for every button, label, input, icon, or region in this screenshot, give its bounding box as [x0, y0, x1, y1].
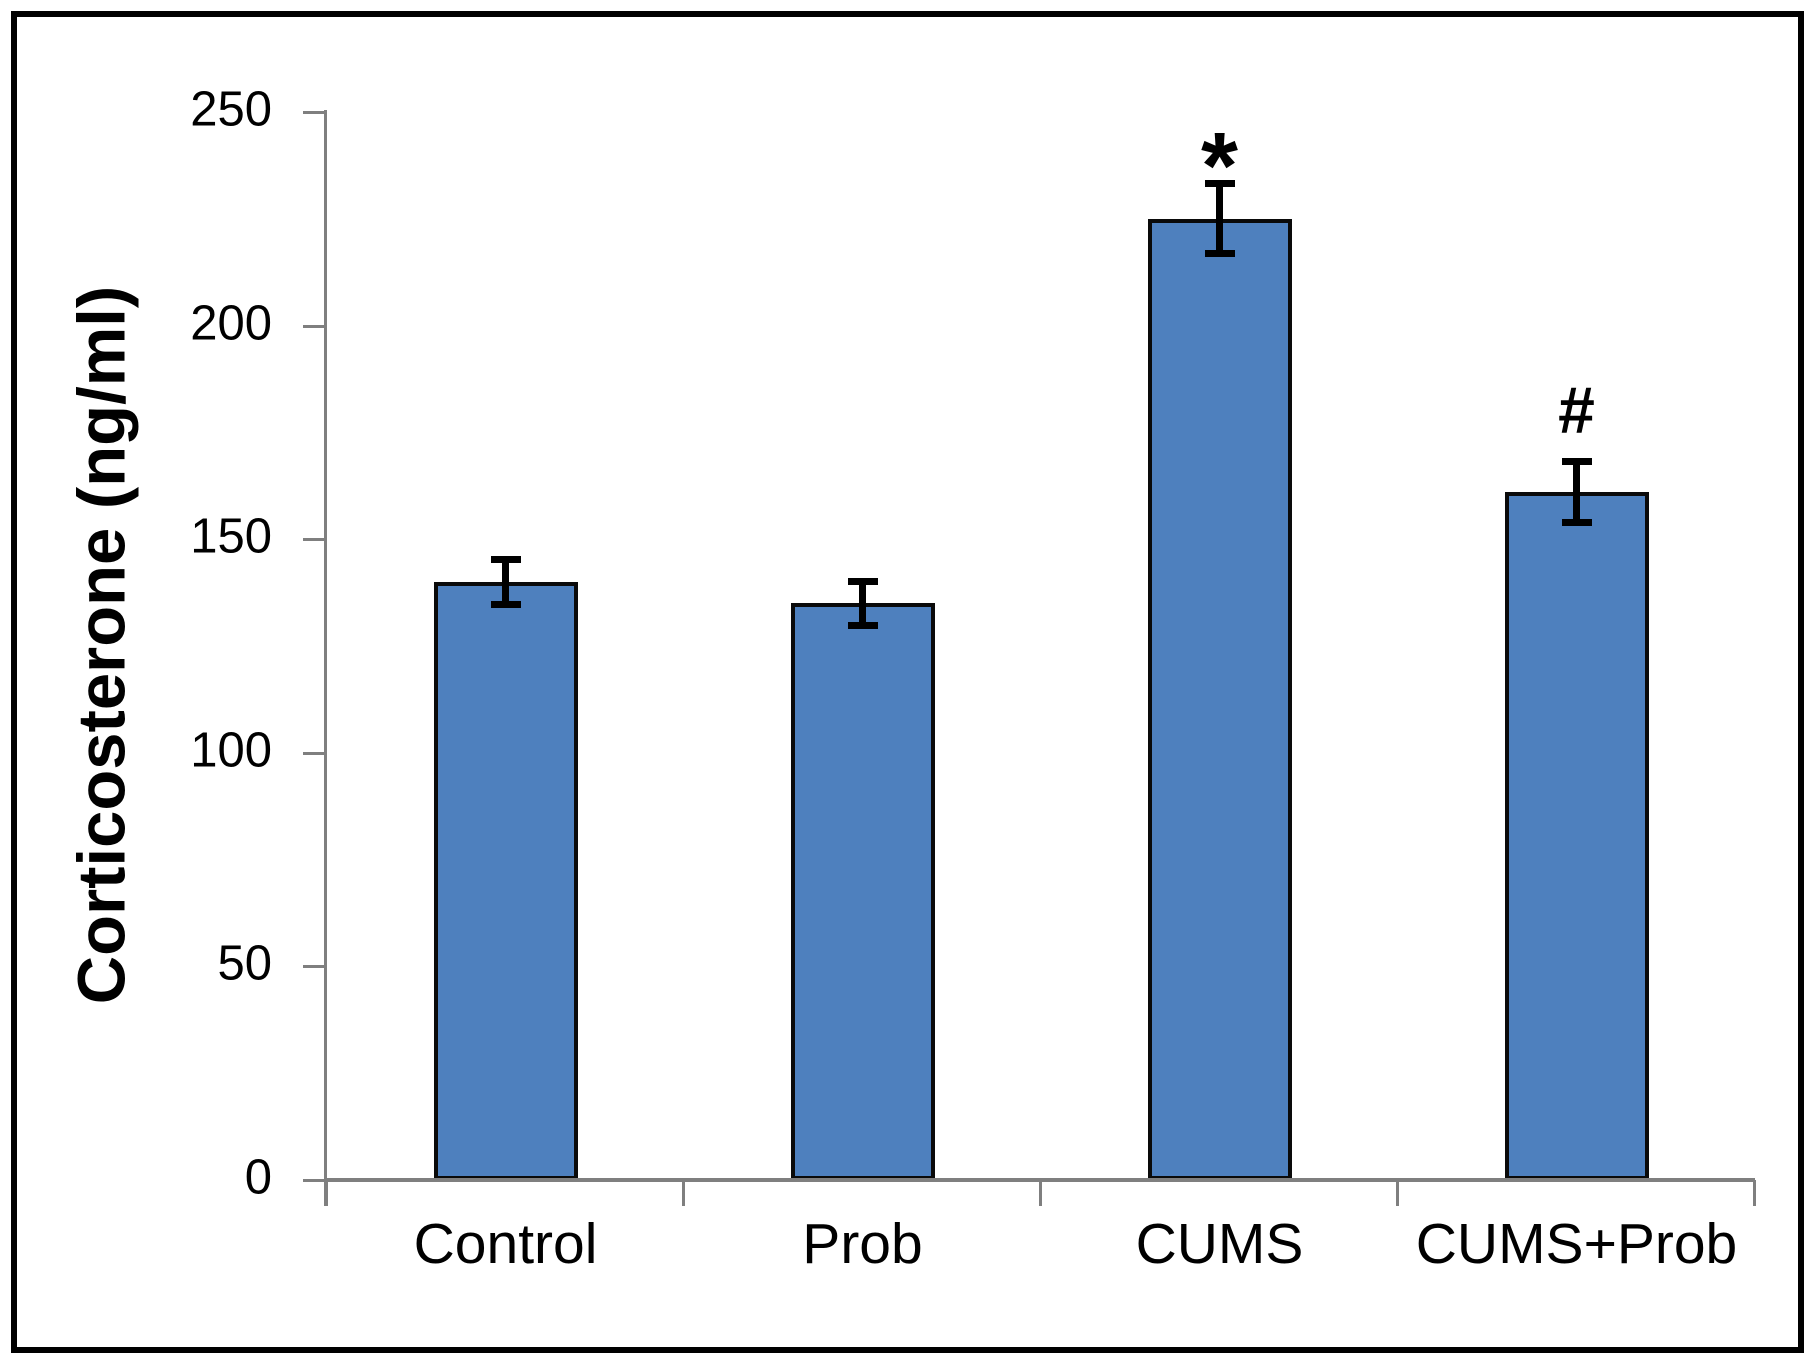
error-cap-top-cums [1204, 180, 1235, 188]
y-tick-label: 150 [190, 509, 272, 564]
error-cap-top-prob [847, 577, 878, 585]
y-tick-mark [303, 751, 324, 755]
error-cap-bottom-prob [847, 621, 878, 629]
x-tick-mark [1753, 1180, 1756, 1206]
y-tick-mark [303, 1179, 324, 1182]
x-category-label-cums: CUMS [1135, 1212, 1304, 1276]
x-tick-mark [1039, 1180, 1042, 1206]
y-tick-mark [303, 111, 324, 114]
bar-cums-prob [1504, 492, 1649, 1180]
x-category-label-cums-prob: CUMS+Prob [1415, 1212, 1738, 1276]
y-tick-label: 250 [190, 82, 272, 137]
y-tick-label: 50 [217, 936, 272, 991]
error-whisker-control [502, 556, 509, 608]
x-tick-mark [325, 1180, 328, 1206]
bar-prob [790, 603, 935, 1180]
bar-cums [1147, 218, 1292, 1180]
significance-marker-cums-prob: # [1558, 373, 1595, 448]
error-whisker-prob [859, 577, 866, 629]
error-cap-bottom-cums [1204, 250, 1235, 258]
error-cap-bottom-cums-prob [1561, 519, 1592, 527]
x-tick-mark [682, 1180, 685, 1206]
error-cap-top-control [490, 556, 521, 564]
plot-area: * # [327, 112, 1755, 1180]
error-cap-top-cums-prob [1561, 458, 1592, 466]
y-tick-label: 100 [190, 723, 272, 778]
y-axis-title: Corticosterone (ng/ml) [64, 285, 140, 1005]
y-axis-line [324, 110, 327, 1206]
x-category-label-control: Control [413, 1212, 598, 1276]
y-tick-label: 200 [190, 296, 272, 351]
y-tick-mark [303, 538, 324, 542]
y-tick-mark [303, 965, 324, 969]
error-cap-bottom-control [490, 600, 521, 608]
bar-control [433, 581, 578, 1180]
error-whisker-cums-prob [1573, 458, 1580, 527]
significance-marker-cums: * [1201, 113, 1238, 220]
x-category-label-prob: Prob [802, 1212, 923, 1276]
error-whisker-cums [1216, 180, 1223, 258]
x-tick-mark [1396, 1180, 1399, 1206]
y-tick-label: 0 [244, 1150, 272, 1205]
y-tick-mark [303, 324, 324, 328]
